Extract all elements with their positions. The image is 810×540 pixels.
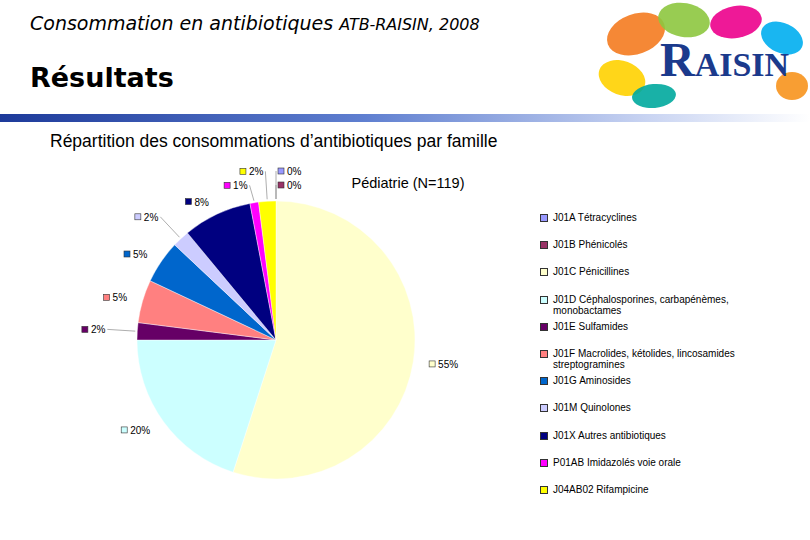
- legend-label: J01M Quinolones: [553, 402, 631, 413]
- label-swatch: [124, 251, 130, 257]
- slide-title: Consommation en antibiotiques: [30, 12, 333, 34]
- legend-item: J01F Macrolides, kétolides, lincosamides…: [540, 348, 780, 375]
- data-label: 5%: [113, 292, 128, 303]
- pie-slice: [137, 340, 276, 472]
- legend-swatch: [540, 214, 548, 222]
- data-label: 2%: [91, 324, 106, 335]
- label-swatch: [224, 182, 230, 188]
- logo-rest: AISIN: [695, 46, 790, 83]
- data-label: 0%: [287, 180, 302, 191]
- legend-item: J01B Phénicolés: [540, 239, 780, 266]
- logo-initial: R: [660, 33, 696, 86]
- slices: [137, 201, 415, 479]
- legend-swatch: [540, 459, 548, 467]
- legend-swatch: [540, 323, 548, 331]
- leader-line: [107, 329, 135, 331]
- chart: Pédiatrie (N=119)0%0%55%20%2%5%5%2%8%1%2…: [0, 0, 810, 540]
- leader-line: [250, 185, 254, 200]
- label-swatch: [135, 214, 141, 220]
- data-label: 8%: [194, 197, 209, 208]
- legend-label: P01AB Imidazolés voie orale: [553, 457, 681, 468]
- data-label: 2%: [249, 166, 264, 177]
- subtitle: Répartition des consommations d’antibiot…: [50, 131, 497, 152]
- header-bar: [0, 114, 810, 122]
- legend-label: J01C Pénicillines: [553, 266, 629, 277]
- legend-swatch: [540, 377, 548, 385]
- header: Consommation en antibiotiques ATB-RAISIN,…: [30, 12, 480, 34]
- label-swatch: [185, 199, 191, 205]
- legend-swatch: [540, 350, 548, 358]
- label-swatch: [240, 168, 246, 174]
- leader-line: [160, 217, 179, 237]
- label-swatch: [278, 168, 284, 174]
- legend-item: J01A Tétracyclines: [540, 212, 780, 239]
- legend-item: J01D Céphalosporines, carbapénèmes, mono…: [540, 294, 780, 321]
- legend-label: J01E Sulfamides: [553, 321, 628, 332]
- legend: J01A Tétracyclines J01B Phénicolés J01C Pé…: [540, 212, 780, 511]
- legend-label: J01F Macrolides, kétolides, lincosamides…: [553, 348, 780, 370]
- legend-label: J04AB02 Rifampicine: [553, 484, 649, 495]
- data-labels: 0%0%55%20%2%5%5%2%8%1%2%: [82, 166, 458, 436]
- data-label: 20%: [130, 425, 150, 436]
- legend-swatch: [540, 296, 548, 304]
- logo-petal: [631, 82, 677, 110]
- legend-swatch: [540, 268, 548, 276]
- legend-swatch: [540, 432, 548, 440]
- label-swatch: [121, 427, 127, 433]
- label-swatch: [429, 361, 435, 367]
- legend-item: P01AB Imidazolés voie orale: [540, 457, 780, 484]
- legend-item: J04AB02 Rifampicine: [540, 484, 780, 511]
- leader-line: [276, 185, 277, 199]
- slide-source: ATB-RAISIN, 2008: [339, 15, 480, 34]
- legend-label: J01G Aminosides: [553, 375, 631, 386]
- legend-item: J01G Aminosides: [540, 375, 780, 402]
- logo: RAISIN: [596, 0, 810, 110]
- slide: Consommation en antibiotiques ATB-RAISIN,…: [0, 0, 810, 540]
- label-swatch: [82, 326, 88, 332]
- leader-line: [276, 171, 277, 199]
- legend-label: J01A Tétracyclines: [553, 212, 637, 223]
- data-label: 55%: [438, 359, 458, 370]
- label-swatch: [278, 182, 284, 188]
- data-label: 1%: [233, 180, 248, 191]
- legend-item: J01X Autres antibiotiques: [540, 430, 780, 457]
- logo-petal: [708, 2, 765, 43]
- leader-line: [265, 171, 267, 199]
- legend-label: J01D Céphalosporines, carbapénèmes, mono…: [553, 294, 780, 316]
- data-label: 2%: [144, 212, 159, 223]
- section-title: Résultats: [30, 62, 174, 93]
- chart-title: Pédiatrie (N=119): [352, 175, 465, 191]
- data-label: 0%: [287, 166, 302, 177]
- legend-swatch: [540, 241, 548, 249]
- legend-label: J01X Autres antibiotiques: [553, 430, 666, 441]
- data-label: 5%: [133, 249, 148, 260]
- label-swatch: [104, 294, 110, 300]
- legend-item: J01C Pénicillines: [540, 266, 780, 293]
- legend-item: J01M Quinolones: [540, 402, 780, 429]
- legend-swatch: [540, 486, 548, 494]
- legend-label: J01B Phénicolés: [553, 239, 628, 250]
- pie-slice: [259, 201, 276, 340]
- legend-swatch: [540, 404, 548, 412]
- logo-text: RAISIN: [660, 33, 790, 86]
- legend-item: J01E Sulfamides: [540, 321, 780, 348]
